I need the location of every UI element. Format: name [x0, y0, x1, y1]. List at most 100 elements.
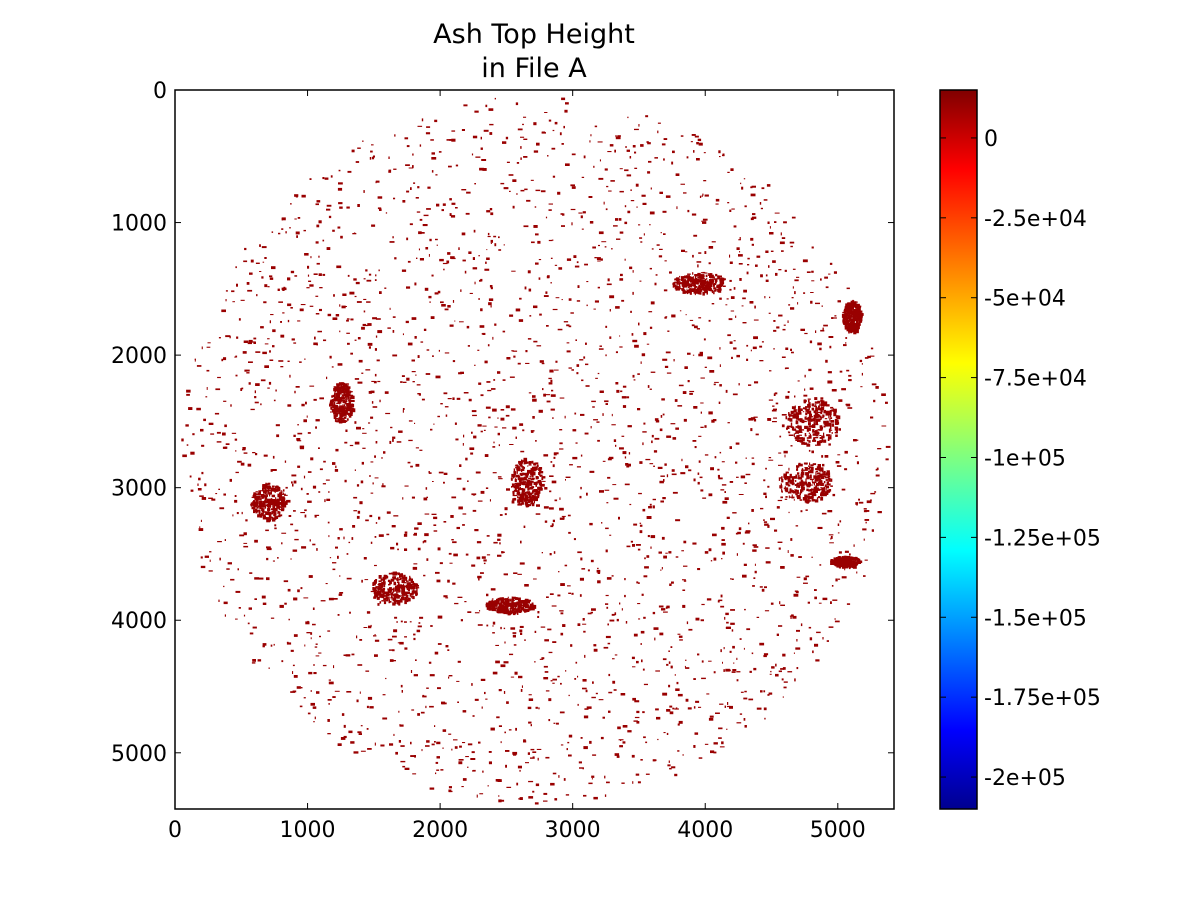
ash-cluster-pixel: [498, 597, 501, 600]
ash-pixel: [782, 667, 786, 670]
ash-cluster-pixel: [525, 494, 528, 497]
ash-pixel: [568, 531, 571, 534]
ash-pixel: [639, 530, 643, 534]
ash-cluster-pixel: [832, 408, 834, 412]
ash-cluster-pixel: [801, 482, 804, 485]
ash-cluster-pixel: [823, 486, 826, 490]
ash-pixel: [535, 262, 539, 265]
ash-pixel: [530, 430, 534, 433]
ash-pixel: [492, 336, 494, 340]
ash-cluster-pixel: [512, 612, 516, 616]
ash-pixel: [282, 288, 285, 291]
ash-pixel: [488, 761, 492, 765]
ash-cluster-pixel: [854, 557, 858, 559]
ash-cluster-pixel: [830, 420, 835, 423]
ash-pixel: [462, 778, 467, 781]
ash-cluster-pixel: [251, 496, 254, 498]
ash-pixel: [559, 507, 564, 511]
ash-cluster-pixel: [533, 482, 538, 485]
ash-cluster-pixel: [693, 287, 696, 291]
ash-pixel: [579, 495, 582, 499]
ash-pixel: [708, 319, 711, 322]
ash-pixel: [641, 353, 646, 357]
ash-pixel: [411, 496, 415, 499]
ash-pixel: [571, 222, 573, 226]
ash-pixel: [488, 298, 494, 301]
ash-pixel: [740, 182, 742, 185]
ash-pixel: [540, 626, 546, 628]
ash-pixel: [346, 418, 349, 421]
ash-pixel: [502, 330, 506, 333]
ash-pixel: [767, 694, 770, 696]
ash-pixel: [436, 244, 438, 246]
ash-pixel: [687, 209, 690, 213]
ash-pixel: [694, 446, 697, 449]
ash-pixel: [417, 393, 421, 395]
ash-cluster-pixel: [845, 557, 849, 560]
ash-pixel: [548, 203, 553, 205]
ash-pixel: [304, 514, 307, 518]
ash-pixel: [492, 472, 497, 474]
ash-pixel: [819, 564, 822, 566]
ash-pixel: [543, 506, 549, 509]
ash-pixel: [512, 634, 516, 638]
ash-cluster-pixel: [838, 556, 840, 558]
ash-pixel: [608, 691, 613, 694]
ash-pixel: [742, 297, 746, 300]
ash-pixel: [732, 645, 735, 649]
ash-pixel: [341, 713, 345, 716]
ash-pixel: [783, 686, 787, 689]
ash-cluster-pixel: [521, 500, 524, 504]
ash-cluster-pixel: [704, 272, 708, 274]
ash-pixel: [549, 369, 554, 373]
ash-cluster-pixel: [524, 608, 526, 613]
ash-pixel: [469, 447, 475, 450]
ash-cluster-pixel: [808, 406, 810, 411]
ash-pixel: [560, 744, 564, 746]
ash-pixel: [287, 360, 290, 362]
ash-pixel: [796, 576, 801, 578]
ash-pixel: [731, 629, 734, 632]
ash-cluster-pixel: [333, 401, 336, 406]
ash-pixel: [751, 652, 754, 655]
ash-pixel: [591, 775, 595, 778]
ash-pixel: [379, 291, 382, 294]
ash-cluster-pixel: [856, 318, 860, 320]
ash-cluster-pixel: [338, 388, 341, 390]
ash-pixel: [708, 262, 711, 265]
ash-cluster-pixel: [332, 404, 336, 409]
ash-cluster-pixel: [678, 282, 681, 287]
ash-pixel: [606, 606, 609, 609]
ash-cluster-pixel: [539, 487, 543, 491]
ash-pixel: [419, 232, 425, 234]
ash-pixel: [718, 477, 723, 480]
ash-cluster-pixel: [689, 281, 692, 283]
ash-pixel: [272, 329, 276, 333]
ash-pixel: [785, 347, 789, 350]
ash-cluster-pixel: [348, 412, 351, 416]
ash-cluster-pixel: [284, 494, 288, 496]
ash-pixel: [299, 308, 304, 312]
ash-cluster-pixel: [350, 406, 352, 409]
ash-pixel: [493, 541, 498, 544]
ash-cluster-pixel: [696, 282, 699, 285]
ash-cluster-pixel: [844, 564, 846, 568]
ash-cluster-pixel: [512, 492, 515, 497]
ash-cluster-pixel: [817, 481, 822, 486]
ash-pixel: [415, 463, 420, 467]
ash-cluster-pixel: [342, 396, 345, 399]
ash-pixel: [365, 519, 369, 522]
ash-pixel: [361, 372, 364, 374]
ash-pixel: [310, 690, 312, 692]
ash-pixel: [374, 279, 377, 281]
ash-pixel: [846, 287, 850, 290]
ash-cluster-pixel: [817, 472, 821, 475]
ash-pixel: [413, 182, 416, 184]
ash-pixel: [535, 233, 539, 236]
ash-cluster-pixel: [797, 424, 799, 429]
ash-pixel: [421, 398, 425, 401]
ash-pixel: [523, 138, 528, 140]
ash-cluster-pixel: [535, 496, 539, 498]
ash-pixel: [472, 770, 476, 772]
ash-pixel: [356, 635, 358, 639]
